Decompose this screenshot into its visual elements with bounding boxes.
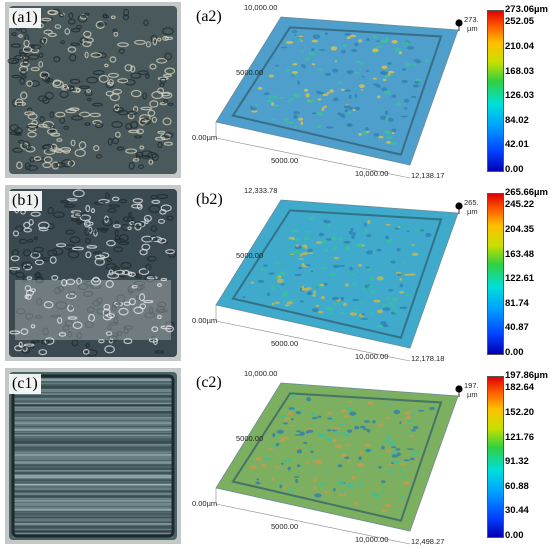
x-axis-second-tick: 10,000.00	[355, 169, 388, 178]
color-scale-label: 0.00	[505, 347, 524, 358]
color-scale-label: 122.61	[505, 273, 535, 285]
y-axis-top-tick: 12,333.78	[244, 186, 277, 195]
micrograph-photo	[5, 185, 181, 361]
color-scale-label: 182.64	[505, 382, 535, 394]
x-axis-mid-tick: 5000.00	[271, 339, 298, 348]
photo-panel-label: (c1)	[9, 374, 41, 394]
x-axis-mid-tick: 5000.00	[271, 522, 298, 531]
y-axis-top-tick: 10,000.00	[244, 3, 277, 12]
color-scale-label: 60.88	[505, 480, 529, 492]
color-scale-label: 0.00	[505, 530, 524, 541]
surface-plot: 10,000.00 5000.00 0.00µm 5000.00 10,000.00 12…	[192, 369, 478, 546]
surface-plot: 12,333.78 5000.00 0.00µm 5000.00 10,000.00 12…	[192, 186, 478, 363]
peak-unit: µm	[467, 390, 478, 399]
y-axis-mid-tick: 5000.00	[236, 251, 263, 260]
x-axis-second-tick: 10,000.00	[355, 535, 388, 544]
color-scale-label: 81.74	[505, 297, 529, 309]
color-scale-label: 42.01	[505, 139, 529, 151]
color-scale-label: 0.00	[505, 164, 524, 175]
color-scale-bar	[487, 193, 504, 355]
peak-value: 265.66	[464, 198, 478, 207]
photo-panel-label: (a1)	[9, 8, 41, 28]
peak-value: 273.06	[464, 15, 478, 24]
y-axis-mid-tick: 5000.00	[236, 68, 263, 77]
plot-panel-label: (c2)	[196, 374, 222, 391]
plot-panel-label: (a2)	[196, 8, 222, 25]
color-scale-label: 91.32	[505, 456, 529, 468]
origin-tick: 0.00µm	[192, 133, 217, 142]
color-scale-label: 265.66µm	[505, 187, 548, 198]
color-scale-label: 30.44	[505, 505, 529, 517]
color-scale-label: 84.02	[505, 114, 529, 126]
color-scale-label: 163.48	[505, 248, 535, 260]
origin-tick: 0.00µm	[192, 499, 217, 508]
color-scale-label: 152.20	[505, 406, 535, 418]
color-scale-label: 121.76	[505, 431, 535, 443]
color-scale-bar	[487, 10, 504, 172]
figure-row: (a1) 10,000.00 5000.00 0.00µm 5000.00 10,000.…	[0, 0, 550, 180]
figure-row: (b1) 12,333.78 5000.00 0.00µm 5000.00 10,000.…	[0, 183, 550, 363]
peak-value: 197.86	[464, 381, 478, 390]
figure-row: (c1) 10,000.00 5000.00 0.00µm 5000.00 10,000.…	[0, 366, 550, 546]
y-axis-mid-tick: 5000.00	[236, 434, 263, 443]
color-scale-bar	[487, 376, 504, 538]
color-scale-label: 210.04	[505, 40, 535, 52]
color-scale-label: 40.87	[505, 322, 529, 334]
peak-unit: µm	[467, 207, 478, 216]
color-scale-label: 168.03	[505, 65, 535, 77]
x-axis-end-tick: 12,178.18	[411, 354, 444, 363]
surface-plot: 10,000.00 5000.00 0.00µm 5000.00 10,000.00 12…	[192, 3, 478, 180]
origin-tick: 0.00µm	[192, 316, 217, 325]
micrograph-photo	[5, 368, 181, 544]
color-scale-label: 245.22	[505, 199, 535, 211]
color-scale-label: 252.05	[505, 16, 535, 28]
y-axis-top-tick: 10,000.00	[244, 369, 277, 378]
color-scale-label: 204.35	[505, 223, 535, 235]
peak-unit: µm	[467, 24, 478, 33]
color-scale-label: 273.06µm	[505, 4, 548, 15]
x-axis-second-tick: 10,000.00	[355, 352, 388, 361]
plot-panel-label: (b2)	[196, 191, 223, 208]
x-axis-end-tick: 12,138.17	[411, 171, 444, 180]
color-scale-label: 197.86µm	[505, 370, 548, 381]
x-axis-end-tick: 12,498.27	[411, 537, 444, 546]
x-axis-mid-tick: 5000.00	[271, 156, 298, 165]
photo-panel-label: (b1)	[9, 191, 42, 211]
color-scale-label: 126.03	[505, 90, 535, 102]
micrograph-photo	[5, 2, 181, 178]
